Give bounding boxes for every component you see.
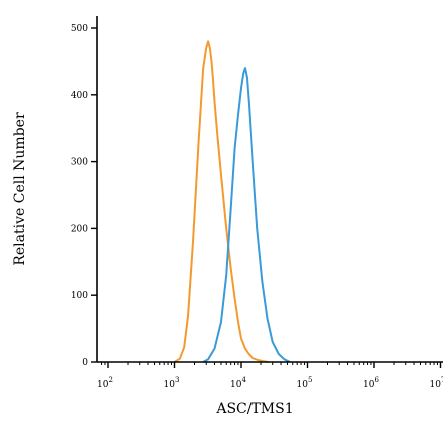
histogram-series-2	[202, 67, 291, 363]
y-tick-label: 300	[71, 158, 88, 168]
x-axis-ticks: 102 103 104 105 106 107	[97, 362, 443, 390]
x-tick-label: 102	[97, 376, 113, 390]
y-tick-label: 0	[82, 358, 88, 368]
x-tick-label: 107	[430, 376, 443, 390]
y-tick-label: 100	[71, 291, 88, 301]
y-tick-label: 400	[71, 91, 88, 101]
y-axis-title: Relative Cell Number	[12, 112, 28, 266]
x-tick-label: 106	[363, 376, 379, 390]
histogram-series-1	[173, 40, 269, 363]
histogram-curves	[173, 40, 291, 363]
y-axis-ticks: 0 100 200 300 400 500	[71, 24, 97, 368]
x-axis-title: ASC/TMS1	[215, 401, 293, 417]
y-tick-label: 200	[71, 224, 88, 234]
y-tick-label: 500	[71, 24, 88, 34]
x-tick-label: 105	[297, 376, 313, 390]
x-tick-label: 104	[230, 376, 246, 390]
x-tick-label: 103	[164, 376, 180, 390]
